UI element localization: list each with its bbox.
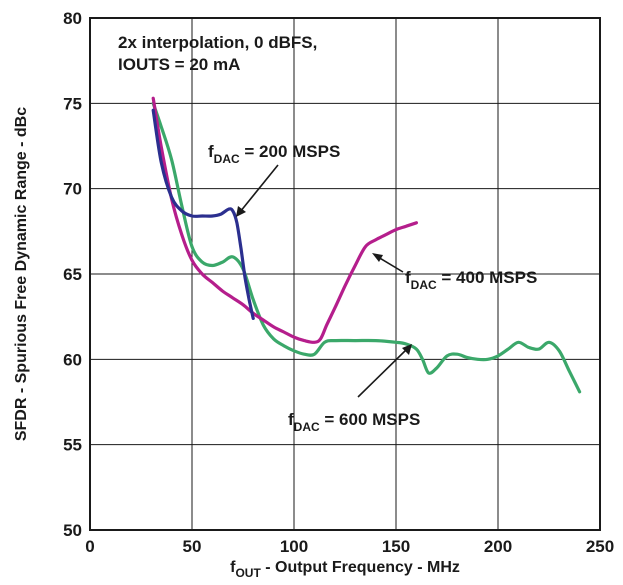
x-axis-f: f	[230, 559, 236, 576]
arrow-600-line	[357, 348, 408, 398]
label-200-f: f	[208, 142, 214, 161]
svg-text:fDAC = 600 MSPS: fDAC = 600 MSPS	[288, 410, 420, 434]
y-tick-label: 80	[63, 9, 82, 28]
label-400-rest: = 400 MSPS	[437, 268, 538, 287]
x-tick-label: 250	[586, 537, 614, 556]
label-600msps: fDAC = 600 MSPS	[288, 344, 420, 434]
svg-text:fDAC = 400 MSPS: fDAC = 400 MSPS	[405, 268, 537, 292]
label-200-sub: DAC	[214, 152, 240, 166]
series-line-200msps	[151, 108, 255, 320]
y-tick-labels: 50 55 60 65 70 75 80	[63, 9, 82, 540]
series-lines	[151, 96, 582, 394]
x-tick-label: 50	[183, 537, 202, 556]
label-600-f: f	[288, 410, 294, 429]
label-600-sub: DAC	[294, 420, 320, 434]
x-tick-label: 100	[280, 537, 308, 556]
condition-line-2: IOUTS = 20 mA	[118, 55, 240, 74]
y-tick-label: 75	[63, 94, 82, 113]
y-tick-label: 50	[63, 521, 82, 540]
arrow-600-head	[402, 344, 412, 355]
x-tick-label: 200	[484, 537, 512, 556]
label-400-sub: DAC	[411, 278, 437, 292]
series-line-400msps	[151, 96, 418, 344]
y-tick-label: 60	[63, 350, 82, 369]
x-tick-labels: 0 50 100 150 200 250	[85, 537, 614, 556]
x-axis-rest: - Output Frequency - MHz	[261, 559, 460, 576]
y-tick-label: 65	[63, 265, 82, 284]
x-axis-sub: OUT	[235, 566, 261, 580]
arrow-400-line	[377, 256, 404, 273]
condition-line-1: 2x interpolation, 0 dBFS,	[118, 33, 317, 52]
svg-text:fDAC = 200 MSPS: fDAC = 200 MSPS	[208, 142, 340, 166]
arrow-200-line	[239, 164, 279, 213]
label-400msps: fDAC = 400 MSPS	[372, 253, 537, 292]
label-400-f: f	[405, 268, 411, 287]
arrow-200-head	[236, 206, 246, 217]
y-axis-title: SFDR - Spurious Free Dynamic Range - dBc	[13, 107, 30, 441]
x-tick-label: 150	[382, 537, 410, 556]
label-200-rest: = 200 MSPS	[240, 142, 341, 161]
plot-frame	[89, 17, 601, 531]
x-tick-label: 0	[85, 537, 94, 556]
x-axis-title: fOUT - Output Frequency - MHz	[230, 559, 460, 580]
arrow-400-head	[372, 253, 383, 262]
y-tick-label: 55	[63, 436, 82, 455]
y-tick-label: 70	[63, 180, 82, 199]
label-600-rest: = 600 MSPS	[320, 410, 421, 429]
label-200msps: fDAC = 200 MSPS	[208, 142, 340, 217]
series-line-600msps	[151, 101, 582, 394]
grid	[90, 18, 600, 530]
